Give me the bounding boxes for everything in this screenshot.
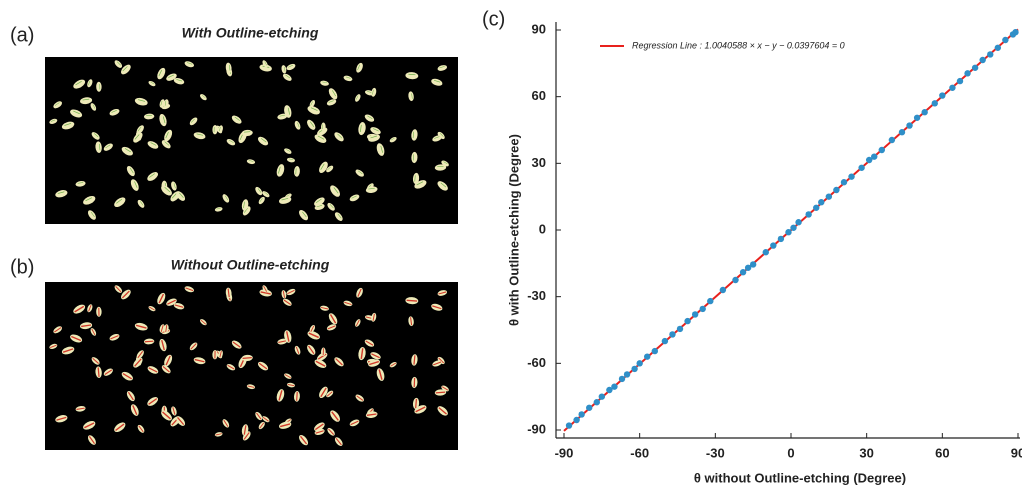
x-tick-label: -60 [630, 445, 649, 460]
y-tick-label: 60 [532, 88, 546, 103]
micrograph [45, 282, 458, 450]
x-tick-label: 30 [859, 445, 873, 460]
data-point [692, 311, 698, 317]
data-point [790, 225, 796, 231]
data-point [677, 326, 683, 332]
data-point [684, 318, 690, 324]
data-point [957, 78, 963, 84]
data-point [573, 417, 579, 423]
panel-label: (b) [10, 256, 34, 278]
data-point [1002, 37, 1008, 43]
data-point [871, 153, 877, 159]
data-point [662, 338, 668, 344]
data-point [932, 100, 938, 106]
data-point [921, 109, 927, 115]
data-point [826, 193, 832, 199]
y-tick-label: 30 [532, 155, 546, 170]
data-point [889, 137, 895, 143]
legend-label: Regression Line : 1.0040588 × x − y − 0.… [632, 40, 845, 50]
particle-outline [98, 367, 99, 376]
particle-outline [407, 300, 417, 301]
data-point [700, 306, 706, 312]
x-tick-label: 90 [1011, 445, 1022, 460]
particle-outline [436, 392, 445, 393]
data-point [879, 147, 885, 153]
data-point [750, 261, 756, 267]
data-point [987, 51, 993, 57]
data-point [841, 179, 847, 185]
data-point [652, 348, 658, 354]
y-tick-label: 0 [539, 221, 546, 236]
particle-outline [297, 392, 298, 401]
data-point [1012, 29, 1018, 35]
data-point [858, 165, 864, 171]
data-point [636, 360, 642, 366]
data-point [586, 405, 592, 411]
data-point [566, 422, 572, 428]
data-point [624, 371, 630, 377]
data-point [644, 353, 650, 359]
data-point [964, 70, 970, 76]
data-point [770, 242, 776, 248]
data-point [818, 199, 824, 205]
micrograph [45, 57, 458, 224]
x-tick-label: 0 [787, 445, 794, 460]
x-tick-label: 60 [935, 445, 949, 460]
data-point [899, 129, 905, 135]
data-point [995, 45, 1001, 51]
data-point [979, 57, 985, 63]
data-point [813, 205, 819, 211]
data-point [795, 219, 801, 225]
data-point [669, 331, 675, 337]
x-tick-label: -30 [706, 445, 725, 460]
panel-title: Without Outline-etching [171, 257, 330, 273]
x-tick-label: -90 [555, 445, 574, 460]
data-point [939, 92, 945, 98]
data-point [631, 366, 637, 372]
data-point [720, 287, 726, 293]
y-axis-label: θ with Outline-etching (Degree) [506, 134, 521, 326]
y-tick-label: -90 [527, 421, 546, 436]
x-axis-label: θ without Outline-etching (Degree) [694, 470, 906, 485]
data-point [599, 393, 605, 399]
data-point [848, 173, 854, 179]
data-point [594, 399, 600, 405]
data-point [833, 187, 839, 193]
particle-outline [243, 358, 252, 359]
data-point [778, 236, 784, 242]
data-point [611, 383, 617, 389]
y-tick-label: -30 [527, 288, 546, 303]
data-point [763, 249, 769, 255]
y-tick-label: -60 [527, 355, 546, 370]
particle-outline [145, 341, 154, 342]
data-point [972, 65, 978, 71]
data-point [740, 269, 746, 275]
data-point [949, 85, 955, 91]
y-tick-label: 90 [532, 21, 546, 36]
data-point [619, 376, 625, 382]
panel-title: With Outline-etching [182, 25, 319, 41]
figure: (a) With Outline-etching (b) Without Out… [0, 0, 1022, 490]
particle-outline [416, 399, 417, 408]
data-point [785, 229, 791, 235]
page: (a) With Outline-etching (b) Without Out… [0, 0, 1022, 495]
data-point [914, 115, 920, 121]
data-point [732, 277, 738, 283]
data-point [707, 298, 713, 304]
data-point [805, 211, 811, 217]
data-point [906, 122, 912, 128]
data-point [578, 411, 584, 417]
panel-label: (c) [482, 8, 505, 30]
panel-label: (a) [10, 24, 34, 46]
